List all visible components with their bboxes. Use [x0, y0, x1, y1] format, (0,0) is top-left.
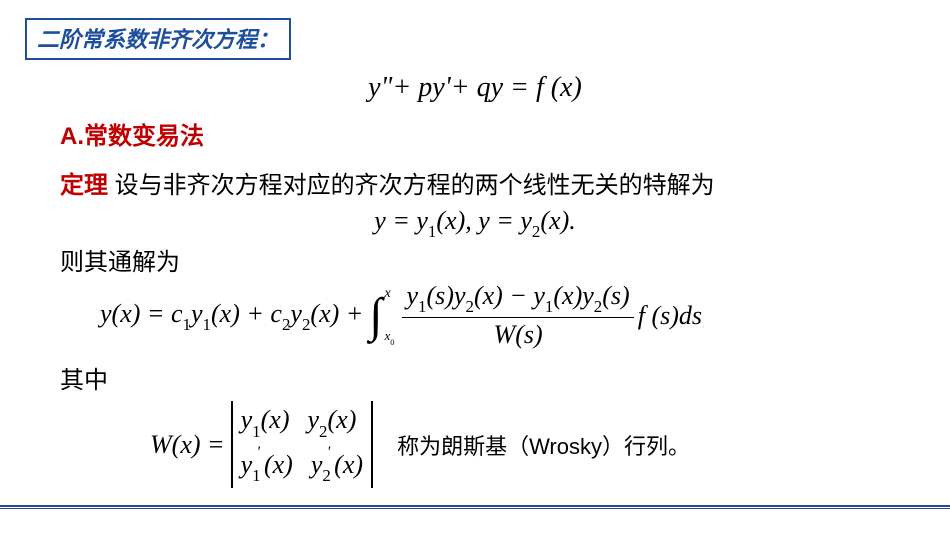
- general-solution-label: 则其通解为: [60, 242, 920, 277]
- integral-limits: x x0: [384, 301, 394, 331]
- slide: 二阶常系数非齐次方程： y"+ py'+ qy = f (x) A.常数变易法 …: [0, 0, 950, 535]
- bottom-rule: [0, 505, 950, 507]
- integral-block: ∫ x x0 y1(s)y2(x) − y1(x)y2(s) W(s): [367, 281, 637, 350]
- det-content: y1(x) y2(x) y1'(x) y2'(x): [233, 401, 371, 487]
- determinant: y1(x) y2(x) y1'(x) y2'(x): [231, 401, 373, 487]
- det-r2c1: y1'(x): [241, 450, 293, 484]
- integrand-fraction: y1(s)y2(x) − y1(x)y2(s) W(s): [402, 281, 633, 350]
- integral-upper: x: [384, 287, 394, 301]
- solutions-equation: y = y1(x), y = y2(x).: [30, 206, 920, 240]
- det-bar-right: [371, 401, 373, 487]
- slide-title: 二阶常系数非齐次方程：: [25, 18, 291, 60]
- general-solution-suffix: f (s)ds: [638, 301, 702, 331]
- fraction-numerator: y1(s)y2(x) − y1(x)y2(s): [402, 281, 633, 315]
- section-a-heading: A.常数变易法: [60, 116, 920, 151]
- general-solution-prefix: y(x) = c1y1(x) + c2y2(x) +: [100, 299, 363, 333]
- main-equation: y"+ py'+ qy = f (x): [30, 72, 920, 104]
- theorem-label: 定理: [60, 172, 108, 199]
- det-row-2: y1'(x) y2'(x): [241, 450, 363, 484]
- det-row-1: y1(x) y2(x): [241, 405, 363, 439]
- wronskian-definition: W(x) = y1(x) y2(x) y1'(x) y2'(x) 称为朗斯基（W…: [150, 401, 920, 487]
- theorem-statement: 定理 设与非齐次方程对应的齐次方程的两个线性无关的特解为: [60, 165, 920, 200]
- wronskian-lhs: W(x) =: [150, 430, 225, 460]
- det-r2c2: y2'(x): [311, 450, 363, 484]
- theorem-text: 设与非齐次方程对应的齐次方程的两个线性无关的特解为: [108, 172, 715, 199]
- integral-lower: x0: [384, 329, 394, 345]
- general-solution-equation: y(x) = c1y1(x) + c2y2(x) + ∫ x x0 y1(s)y…: [100, 281, 920, 350]
- wronskian-description: 称为朗斯基（Wrosky）行列。: [397, 429, 690, 461]
- where-label: 其中: [60, 360, 920, 395]
- fraction-denominator: W(s): [490, 320, 547, 350]
- fraction-bar: [402, 317, 633, 318]
- det-r1c2: y2(x): [307, 405, 356, 439]
- integral-sign: ∫: [369, 288, 382, 343]
- det-r1c1: y1(x): [241, 405, 290, 439]
